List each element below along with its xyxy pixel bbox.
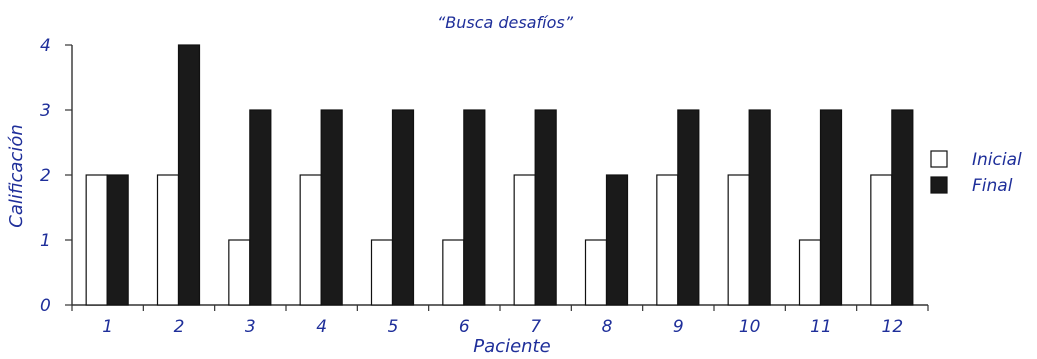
- x-axis-label: Paciente: [473, 336, 550, 357]
- x-tick-label: 10: [739, 317, 761, 337]
- bar-initial: [656, 174, 679, 306]
- bar-initial: [798, 239, 822, 306]
- bar-final: [320, 109, 343, 306]
- x-tick-label: 6: [459, 317, 470, 337]
- bar-final: [463, 109, 486, 306]
- y-tick-label: 0: [40, 296, 51, 316]
- bar-initial: [85, 174, 108, 306]
- x-tick-label: 7: [530, 317, 541, 337]
- x-tick-label: 5: [388, 317, 399, 337]
- legend-initial-swatch: [930, 150, 948, 168]
- bar-final: [177, 44, 201, 306]
- bar-final: [391, 109, 415, 306]
- bar-final: [748, 109, 771, 306]
- x-tick-label: 8: [602, 317, 613, 337]
- chart-title: “Busca desafíos”: [437, 13, 574, 32]
- title-layer: “Busca desafíos” Calificación Paciente: [6, 13, 574, 357]
- legend-final-swatch: [930, 176, 948, 194]
- y-tick-label: 3: [40, 101, 51, 121]
- x-tick-label: 12: [882, 317, 904, 337]
- y-tick-label: 2: [40, 166, 51, 186]
- bar-final: [605, 174, 629, 306]
- y-axis-label: Calificación: [6, 124, 27, 227]
- legend-final-label: Final: [972, 176, 1013, 196]
- bar-initial: [442, 239, 465, 306]
- bar-final: [249, 109, 272, 306]
- bar-initial: [727, 174, 750, 306]
- y-tick-label: 1: [40, 231, 51, 251]
- bar-initial: [584, 239, 608, 306]
- x-tick-label: 3: [245, 317, 256, 337]
- bar-final: [677, 109, 700, 306]
- bar-final: [891, 109, 914, 306]
- bar-initial: [156, 174, 180, 306]
- x-tick-label: 2: [174, 317, 185, 337]
- bar-initial: [513, 174, 536, 306]
- bar-final: [106, 174, 129, 306]
- x-tick-label: 11: [810, 317, 832, 337]
- x-tick-label: 4: [316, 317, 327, 337]
- bar-initial: [370, 239, 394, 306]
- legend-layer: Inicial Final: [930, 150, 1022, 196]
- y-tick-label: 4: [40, 36, 51, 56]
- x-tick-label: 9: [673, 317, 684, 337]
- bar-initial: [870, 174, 893, 306]
- bars-layer: [85, 44, 914, 306]
- legend-initial-label: Inicial: [972, 150, 1022, 170]
- bar-final: [819, 109, 843, 306]
- bar-initial: [228, 239, 251, 306]
- x-tick-label: 1: [102, 317, 113, 337]
- bar-final: [534, 109, 557, 306]
- bar-initial: [299, 174, 322, 306]
